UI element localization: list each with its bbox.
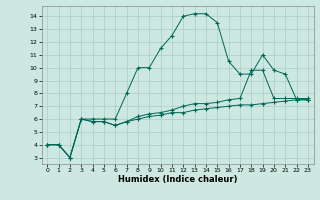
X-axis label: Humidex (Indice chaleur): Humidex (Indice chaleur): [118, 175, 237, 184]
